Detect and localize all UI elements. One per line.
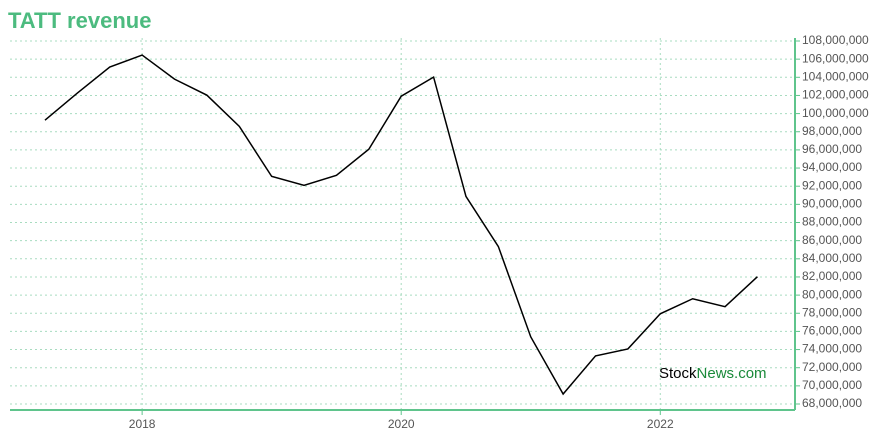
y-tick-label: 106,000,000	[802, 51, 869, 65]
x-tick-label: 2020	[388, 417, 415, 431]
x-tick-label: 2018	[129, 417, 156, 431]
watermark: StockNews.com	[659, 365, 767, 382]
chart-title: TATT revenue	[8, 8, 151, 33]
y-tick-label: 88,000,000	[802, 215, 862, 229]
y-tick-label: 82,000,000	[802, 269, 862, 283]
y-tick-label: 100,000,000	[802, 106, 869, 120]
y-tick-label: 92,000,000	[802, 178, 862, 192]
plot: 68,000,000 70,000,000 72,000,000 74,000,000…	[10, 33, 869, 431]
watermark-part: News.com	[697, 365, 767, 382]
y-tick-label: 102,000,000	[802, 88, 869, 102]
y-tick-label: 108,000,000	[802, 33, 869, 47]
y-tick-label: 98,000,000	[802, 124, 862, 138]
y-tick-label: 80,000,000	[802, 287, 862, 301]
y-tick-label: 70,000,000	[802, 378, 862, 392]
y-tick-label: 74,000,000	[802, 342, 862, 356]
y-tick-label: 96,000,000	[802, 142, 862, 156]
y-tick-label: 84,000,000	[802, 251, 862, 265]
y-tick-label: 94,000,000	[802, 160, 862, 174]
line-series	[44, 54, 758, 396]
y-tick-label: 72,000,000	[802, 360, 862, 374]
y-tick-label: 104,000,000	[802, 69, 869, 83]
y-tick-label: 68,000,000	[802, 396, 862, 410]
y-tick-label: 90,000,000	[802, 197, 862, 211]
y-tick-label: 78,000,000	[802, 305, 862, 319]
y-tick-label: 76,000,000	[802, 324, 862, 338]
y-tick-label: 86,000,000	[802, 233, 862, 247]
x-tick-label: 2022	[647, 417, 674, 431]
watermark-part: Stock	[659, 365, 697, 382]
